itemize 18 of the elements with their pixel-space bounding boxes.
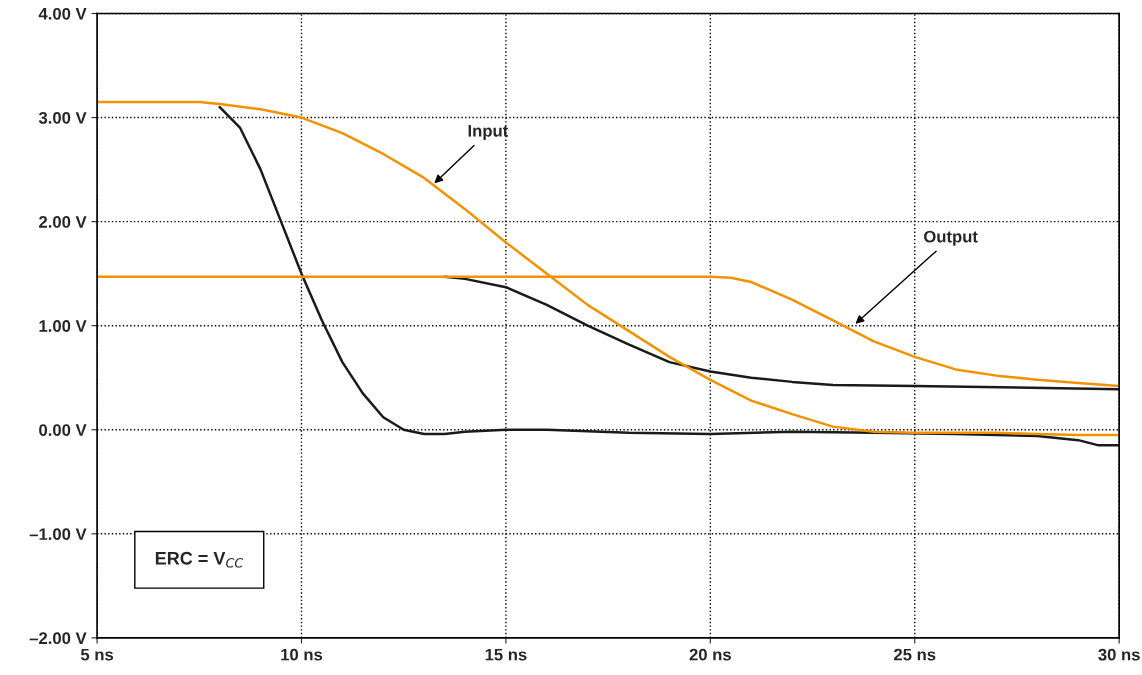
y-tick-label: 3.00 V — [38, 111, 87, 124]
y-tick-label: –1.00 V — [29, 528, 87, 541]
annotation: ERC = V$_{CC}$ — [155, 551, 244, 568]
annotation: Input — [468, 125, 509, 141]
y-tick-label: 0.00 V — [39, 424, 87, 436]
x-tick-label: 10 ns — [281, 648, 323, 661]
y-tick-label: 1.00 V — [39, 320, 87, 332]
y-tick-label: 4.00 V — [38, 7, 87, 20]
y-tick-label: –2.00 V — [29, 632, 87, 645]
y-tick-label: 2.00 V — [39, 216, 87, 228]
line-series — [218, 105, 1120, 447]
x-tick-label: 20 ns — [689, 648, 731, 661]
line-series — [97, 100, 1120, 437]
annotation: Output — [924, 230, 978, 246]
x-tick-label: 15 ns — [485, 648, 527, 661]
x-tick-label: 25 ns — [894, 648, 936, 661]
x-tick-label: 5 ns — [80, 648, 114, 661]
x-tick-label: 30 ns — [1098, 648, 1140, 661]
